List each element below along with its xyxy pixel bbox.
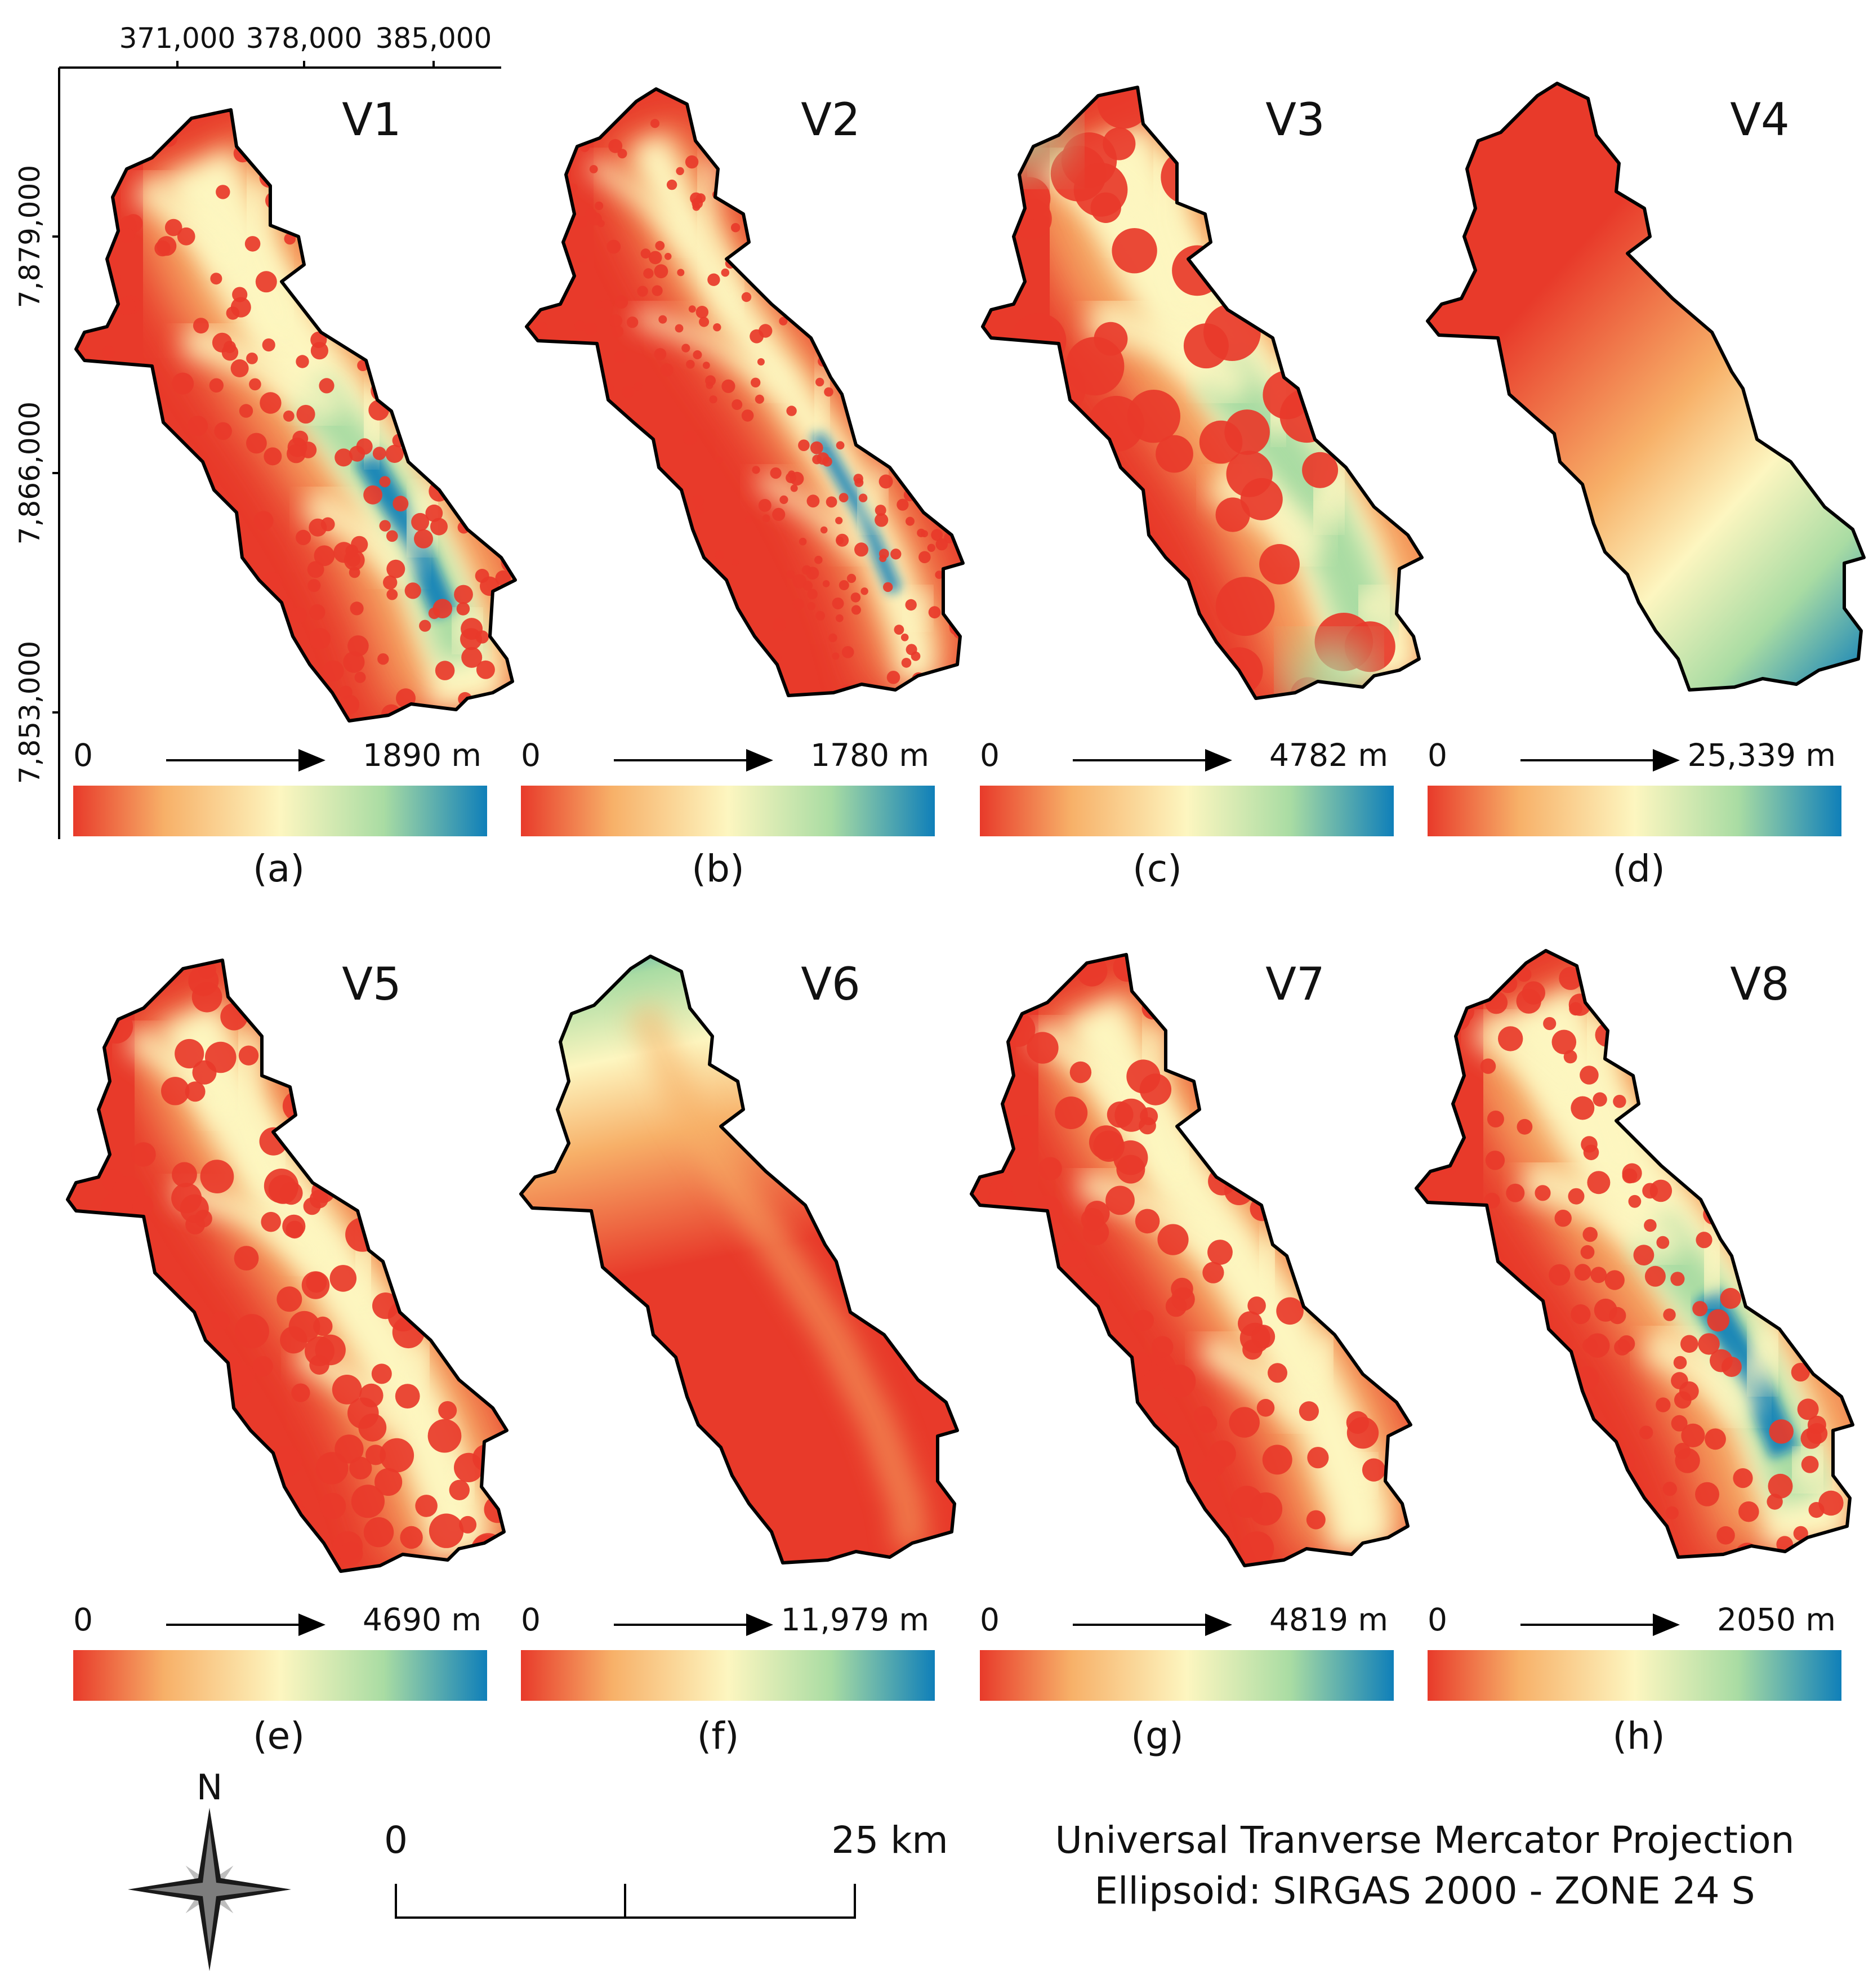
panel-caption: (h) — [1612, 1714, 1665, 1758]
legend-color-ramp — [73, 1650, 487, 1701]
panel-title: V3 — [1265, 93, 1325, 146]
map-panel-v6: V6 0 11,979 m (f) — [519, 955, 959, 1758]
projection-line-2: Ellipsoid: SIRGAS 2000 - ZONE 24 S — [1094, 1869, 1755, 1913]
watershed-map — [981, 86, 1424, 700]
projection-note: Universal Tranverse Mercator Projection … — [1055, 1818, 1795, 1913]
legend-color-ramp — [73, 786, 487, 836]
watershed-map — [66, 959, 509, 1573]
map-panel-v5: V5 0 4690 m (e) — [66, 958, 509, 1758]
legend-max: 4690 m — [363, 1602, 481, 1638]
panel-title: V7 — [1265, 958, 1325, 1010]
y-tick-label: 7,853,000 — [14, 641, 46, 784]
panel-title: V2 — [801, 93, 860, 146]
watershed-boundary — [74, 108, 517, 723]
legend-min: 0 — [521, 737, 541, 773]
legend-min: 0 — [980, 1602, 1000, 1638]
watershed-map — [970, 953, 1412, 1567]
legend-color-ramp — [1428, 1650, 1841, 1701]
map-panel-v4: V4 0 25,339 m (d) — [1426, 82, 1866, 890]
watershed-map — [1415, 949, 1854, 1559]
watershed-boundary — [525, 87, 965, 697]
legend-min: 0 — [1428, 737, 1447, 773]
map-panel-v3: V3 0 4782 m (c) — [980, 86, 1424, 890]
legend-min: 0 — [1428, 1602, 1447, 1638]
panel-title: V8 — [1730, 958, 1790, 1010]
legend-color-ramp — [1428, 786, 1841, 836]
legend-max: 11,979 m — [781, 1602, 929, 1638]
projection-line-1: Universal Tranverse Mercator Projection — [1055, 1818, 1795, 1862]
x-tick-label: 371,000 — [119, 22, 236, 55]
panel-title: V5 — [342, 958, 402, 1010]
watershed-map — [1426, 82, 1866, 692]
legend-max: 25,339 m — [1687, 737, 1836, 773]
legend-color-ramp — [980, 1650, 1394, 1701]
legend-min: 0 — [73, 1602, 93, 1638]
watershed-boundary — [1415, 949, 1854, 1559]
y-tick-label: 7,879,000 — [14, 165, 46, 308]
watershed-map — [519, 955, 959, 1564]
north-arrow: N — [128, 1767, 291, 1971]
map-panel-v8: V8 0 2050 m (h) — [1415, 949, 1854, 1758]
legend-max: 1780 m — [810, 737, 929, 773]
watershed-boundary — [981, 86, 1424, 700]
panel-title: V4 — [1730, 93, 1790, 146]
panel-title: V6 — [801, 958, 860, 1010]
legend-color-ramp — [980, 786, 1394, 836]
panel-title: V1 — [342, 93, 402, 146]
watershed-boundary — [66, 959, 509, 1573]
legend-max: 1890 m — [363, 737, 481, 773]
coordinate-axes: 371,000 378,000 385,000 7,879,000 7,866,000… — [14, 22, 501, 839]
watershed-map — [525, 87, 965, 697]
panel-caption: (e) — [253, 1714, 305, 1758]
y-tick-label: 7,866,000 — [14, 402, 46, 545]
watershed-boundary — [519, 955, 959, 1564]
compass-star-icon — [128, 1808, 291, 1971]
legend-max: 4782 m — [1269, 737, 1388, 773]
x-tick-label: 385,000 — [376, 22, 492, 55]
legend-color-ramp — [521, 786, 935, 836]
legend-min: 0 — [980, 737, 1000, 773]
panel-caption: (b) — [692, 847, 744, 890]
panel-caption: (g) — [1131, 1714, 1183, 1758]
legend-min: 0 — [73, 737, 93, 773]
watershed-map — [74, 108, 517, 723]
watershed-boundary — [1426, 82, 1866, 692]
legend-max: 4819 m — [1269, 1602, 1388, 1638]
panel-caption: (f) — [697, 1714, 739, 1758]
panel-caption: (c) — [1132, 847, 1182, 890]
scale-bar: 0 25 km — [384, 1818, 948, 1919]
map-panel-v7: V7 0 4819 m (g) — [970, 953, 1412, 1758]
legend-min: 0 — [521, 1602, 541, 1638]
x-tick-label: 378,000 — [246, 22, 363, 55]
north-label: N — [197, 1767, 222, 1808]
map-panel-v2: V2 0 1780 m (b) — [521, 87, 965, 890]
scale-bar-start: 0 — [384, 1818, 408, 1862]
panel-caption: (a) — [253, 847, 305, 890]
legend-color-ramp — [521, 1650, 935, 1701]
panel-caption: (d) — [1612, 847, 1665, 890]
scale-bar-end: 25 km — [831, 1818, 948, 1862]
legend-max: 2050 m — [1717, 1602, 1836, 1638]
watershed-boundary — [970, 953, 1412, 1567]
map-panel-v1: V1 0 1890 m (a) — [73, 93, 517, 890]
